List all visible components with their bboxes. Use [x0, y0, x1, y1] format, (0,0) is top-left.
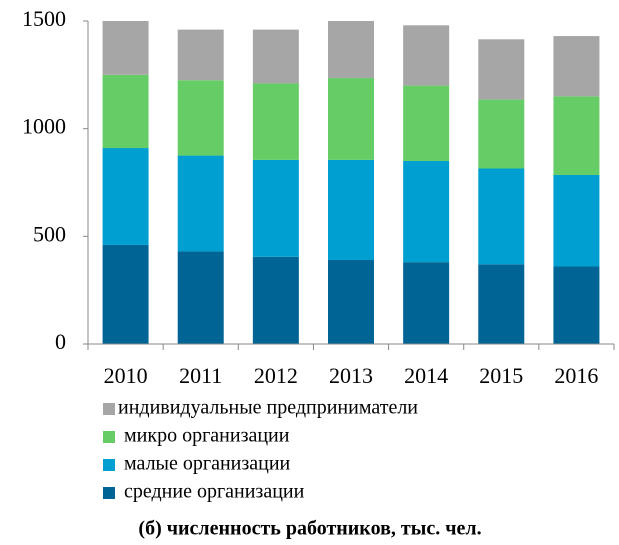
- bar-segment: [403, 262, 450, 344]
- bar-segment: [478, 264, 525, 344]
- legend-label: индивидуальные предприниматели: [118, 397, 418, 419]
- bar-segment: [252, 29, 299, 84]
- bar-segment: [102, 21, 149, 75]
- legend-swatch: [103, 403, 115, 415]
- bar-segment: [553, 96, 600, 175]
- bar-segment: [328, 260, 374, 344]
- y-tick-label: 0: [55, 329, 66, 354]
- bar-segment: [328, 21, 374, 79]
- legend-swatch: [103, 487, 115, 499]
- legend-swatch: [103, 459, 115, 471]
- bar-segment: [403, 160, 450, 263]
- bar-segment: [102, 74, 149, 149]
- bar-segment: [252, 83, 299, 160]
- bar-segment: [478, 168, 525, 265]
- bar-segment: [177, 251, 224, 344]
- legend-label: малые организации: [124, 453, 291, 475]
- bar-segment: [478, 39, 525, 100]
- bar-segment: [328, 159, 374, 261]
- legend-label: микро организации: [124, 425, 290, 447]
- x-tick-label: 2014: [404, 363, 448, 388]
- x-tick-label: 2010: [104, 363, 148, 388]
- bar-segment: [252, 256, 299, 344]
- bar-segment: [553, 174, 600, 267]
- y-tick-label: 500: [33, 221, 66, 246]
- bar-segment: [177, 155, 224, 252]
- y-tick-label: 1500: [22, 6, 66, 31]
- bar-segment: [403, 85, 450, 161]
- bar-segment: [478, 99, 525, 169]
- legend-swatch: [103, 431, 115, 443]
- legend-label: средние организации: [124, 481, 305, 503]
- x-tick-label: 2015: [479, 363, 523, 388]
- bar-segment: [102, 148, 149, 245]
- y-tick-label: 1000: [22, 114, 66, 139]
- bar-segment: [553, 266, 600, 344]
- x-tick-label: 2013: [329, 363, 373, 388]
- x-tick-label: 2012: [254, 363, 298, 388]
- x-tick-label: 2011: [179, 363, 222, 388]
- bar-segment: [328, 78, 374, 160]
- bar-segment: [177, 80, 224, 156]
- bar-segment: [252, 159, 299, 257]
- x-tick-label: 2016: [554, 363, 598, 388]
- bar-segment: [403, 25, 450, 86]
- chart-title: (б) численность работников, тыс. чел.: [138, 518, 481, 540]
- bar-segment: [177, 29, 224, 81]
- bar-segment: [102, 244, 149, 344]
- bar-segment: [553, 36, 600, 97]
